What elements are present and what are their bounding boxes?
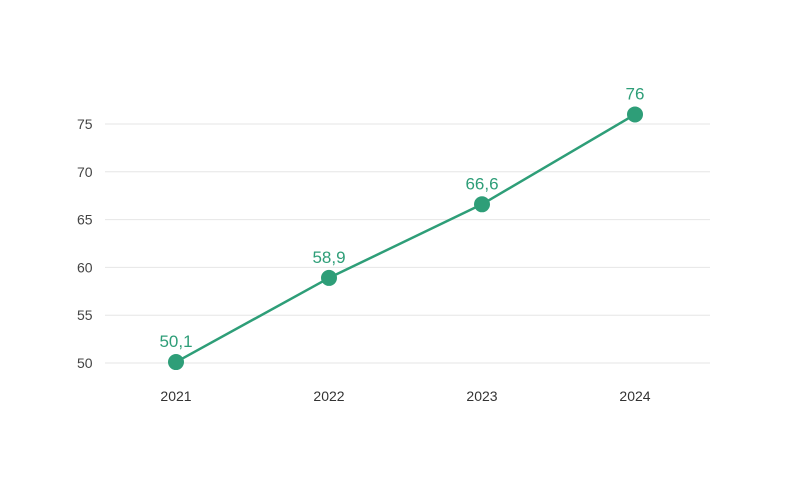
y-tick-label-70: 70: [77, 164, 93, 180]
y-tick-label-65: 65: [77, 212, 93, 228]
x-tick-label-2021: 2021: [160, 388, 191, 404]
x-tick-label-2023: 2023: [466, 388, 497, 404]
y-tick-label-55: 55: [77, 307, 93, 323]
y-tick-label-50: 50: [77, 355, 93, 371]
series-line: [175, 113, 636, 364]
data-point-2023: [474, 196, 490, 213]
data-label-2024: 76: [626, 84, 645, 103]
x-tick-label-2024: 2024: [619, 388, 650, 404]
y-tick-label-60: 60: [77, 259, 93, 275]
data-label-2022: 58,9: [312, 248, 345, 267]
x-tick-label-2022: 2022: [313, 388, 344, 404]
data-point-2024: [627, 106, 643, 123]
data-point-2021: [168, 354, 184, 371]
y-tick-label-75: 75: [77, 116, 93, 132]
data-point-2022: [321, 269, 337, 286]
data-label-2023: 66,6: [465, 174, 498, 193]
data-label-2021: 50,1: [159, 332, 192, 351]
